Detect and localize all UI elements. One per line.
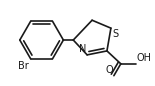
Text: S: S [112, 29, 118, 39]
Text: N: N [79, 44, 86, 54]
Text: OH: OH [137, 53, 152, 63]
Text: Br: Br [18, 61, 29, 71]
Text: O: O [105, 65, 113, 75]
